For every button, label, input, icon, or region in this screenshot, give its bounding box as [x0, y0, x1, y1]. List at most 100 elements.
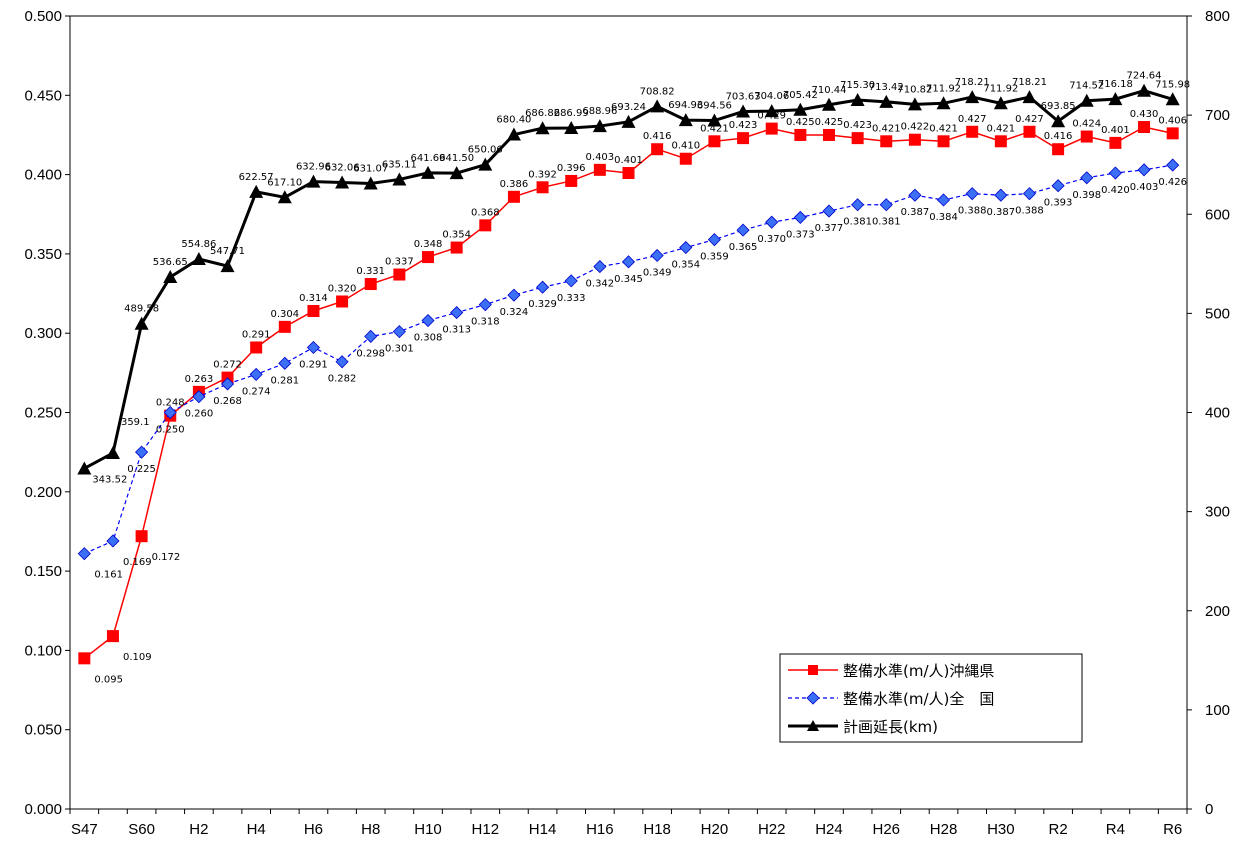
point-national: [163, 405, 177, 420]
point-plan: [821, 97, 836, 111]
data-label-national: 0.282: [328, 374, 357, 385]
data-label-national: 0.308: [414, 333, 443, 344]
point-plan: [478, 157, 493, 171]
point-okinawa: [708, 135, 721, 148]
left-tick-label: 0.100: [24, 642, 62, 659]
point-plan: [650, 99, 665, 113]
data-label-okinawa: 0.401: [1101, 125, 1130, 136]
left-tick-label: 0.400: [24, 167, 62, 184]
point-okinawa: [393, 268, 406, 281]
data-label-plan: 536.65: [153, 257, 188, 268]
point-okinawa: [994, 135, 1007, 148]
x-tick-label: S47: [71, 821, 98, 838]
point-national: [707, 233, 721, 247]
data-label-plan: 694.56: [697, 101, 732, 112]
x-tick-label: H4: [247, 821, 266, 838]
data-label-okinawa: 0.109: [123, 652, 152, 663]
data-label-plan: 711.92: [983, 83, 1018, 94]
series-layer: [77, 83, 1180, 665]
data-label-okinawa: 0.291: [242, 329, 271, 340]
point-okinawa: [1052, 143, 1065, 156]
right-tick-label: 800: [1205, 8, 1230, 25]
data-label-okinawa: 0.425: [786, 117, 815, 128]
point-plan: [564, 121, 579, 135]
right-tick-label: 500: [1205, 305, 1230, 322]
point-national: [106, 534, 120, 548]
data-label-okinawa: 0.421: [700, 123, 729, 134]
point-national: [507, 288, 521, 302]
point-okinawa: [679, 152, 692, 165]
point-plan: [936, 96, 951, 110]
point-national: [77, 547, 91, 561]
right-tick-label: 400: [1205, 405, 1230, 422]
data-label-okinawa: 0.422: [901, 122, 930, 133]
data-label-okinawa: 0.396: [557, 163, 586, 174]
point-plan: [1165, 92, 1180, 106]
data-label-okinawa: 0.423: [729, 120, 758, 131]
right-tick-label: 0: [1205, 801, 1213, 818]
right-tick-label: 600: [1205, 206, 1230, 223]
data-label-national: 0.342: [586, 279, 615, 290]
legend-label-okinawa: 整備水準(m/人)沖縄県: [843, 662, 994, 680]
point-plan: [134, 316, 149, 330]
point-plan: [163, 270, 178, 284]
point-okinawa: [422, 251, 435, 264]
point-plan: [1108, 92, 1123, 106]
data-label-okinawa: 0.403: [586, 152, 615, 163]
point-okinawa: [565, 174, 578, 187]
x-tick-label: H24: [815, 821, 843, 838]
point-plan: [592, 119, 607, 133]
data-label-okinawa: 0.424: [1072, 119, 1101, 130]
legend: 整備水準(m/人)沖縄県 整備水準(m/人)全 国 計画延長(km): [779, 653, 1083, 743]
data-label-okinawa: 0.172: [152, 552, 181, 563]
point-okinawa: [880, 135, 893, 148]
data-label-plan: 641.50: [439, 153, 474, 164]
data-label-national: 0.298: [356, 348, 385, 359]
point-national: [364, 329, 378, 343]
point-okinawa: [307, 304, 320, 317]
point-plan: [421, 165, 436, 179]
point-plan: [907, 97, 922, 111]
point-okinawa: [651, 143, 664, 156]
data-label-okinawa: 0.095: [94, 674, 123, 685]
point-national: [421, 313, 435, 328]
point-okinawa: [364, 278, 377, 291]
point-okinawa: [622, 167, 635, 180]
point-national: [1108, 166, 1122, 180]
x-tick-label: H12: [472, 821, 500, 838]
legend-label-national: 整備水準(m/人)全 国: [843, 690, 994, 708]
point-plan: [621, 114, 636, 128]
data-label-plan: 680.40: [496, 115, 531, 126]
data-label-okinawa: 0.263: [185, 374, 214, 385]
point-national: [793, 210, 807, 224]
data-label-okinawa: 0.423: [843, 120, 872, 131]
data-label-plan: 635.11: [382, 159, 417, 170]
x-tick-label: R4: [1106, 821, 1125, 838]
point-national: [936, 193, 951, 207]
data-label-okinawa: 0.410: [671, 141, 700, 152]
point-national: [994, 188, 1008, 202]
point-plan: [965, 90, 980, 104]
point-plan: [335, 175, 350, 189]
x-tick-label: R2: [1049, 821, 1068, 838]
point-national: [1051, 179, 1065, 193]
data-label-national: 0.324: [500, 307, 529, 318]
point-national: [1166, 158, 1180, 172]
point-national: [965, 187, 979, 201]
data-label-national: 0.403: [1130, 182, 1159, 193]
data-label-national: 0.169: [123, 557, 152, 568]
point-national: [736, 223, 750, 237]
point-national: [478, 298, 492, 312]
x-tick-label: H22: [758, 821, 786, 838]
legend-marker-national: [806, 691, 820, 705]
data-label-national: 0.370: [757, 234, 786, 245]
point-okinawa: [78, 652, 91, 665]
data-label-plan: 632.96: [296, 162, 331, 173]
data-label-okinawa: 0.421: [872, 123, 901, 134]
data-label-national: 0.354: [671, 260, 700, 271]
point-okinawa: [794, 128, 807, 141]
data-label-plan: 489.58: [124, 304, 159, 315]
data-label-okinawa: 0.331: [356, 266, 385, 277]
left-tick-label: 0.050: [24, 722, 62, 739]
